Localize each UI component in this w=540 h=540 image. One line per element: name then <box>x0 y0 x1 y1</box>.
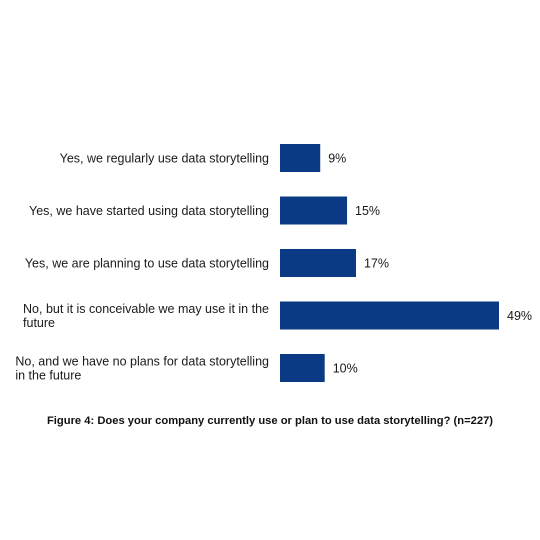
value-label-5: 10% <box>333 362 358 376</box>
category-label-2: Yes, we have started using data storytel… <box>29 204 269 218</box>
value-label-4: 49% <box>507 309 532 323</box>
category-label-3: Yes, we are planning to use data storyte… <box>25 257 269 271</box>
bar-1 <box>280 144 321 172</box>
bar-4 <box>280 301 499 330</box>
bar-2 <box>280 196 348 225</box>
value-label-3: 17% <box>364 257 389 271</box>
category-label-5: No, and we have no plans for data storyt… <box>15 355 269 383</box>
figure-caption: Figure 4: Does your company currently us… <box>46 415 494 427</box>
value-label-2: 15% <box>355 204 380 218</box>
bar-5 <box>280 354 325 382</box>
value-label-1: 9% <box>328 152 346 166</box>
category-label-4: No, but it is conceivable we may use it … <box>23 302 269 330</box>
category-label-1: Yes, we regularly use data storytelling <box>60 152 269 166</box>
bar-3 <box>280 249 356 277</box>
